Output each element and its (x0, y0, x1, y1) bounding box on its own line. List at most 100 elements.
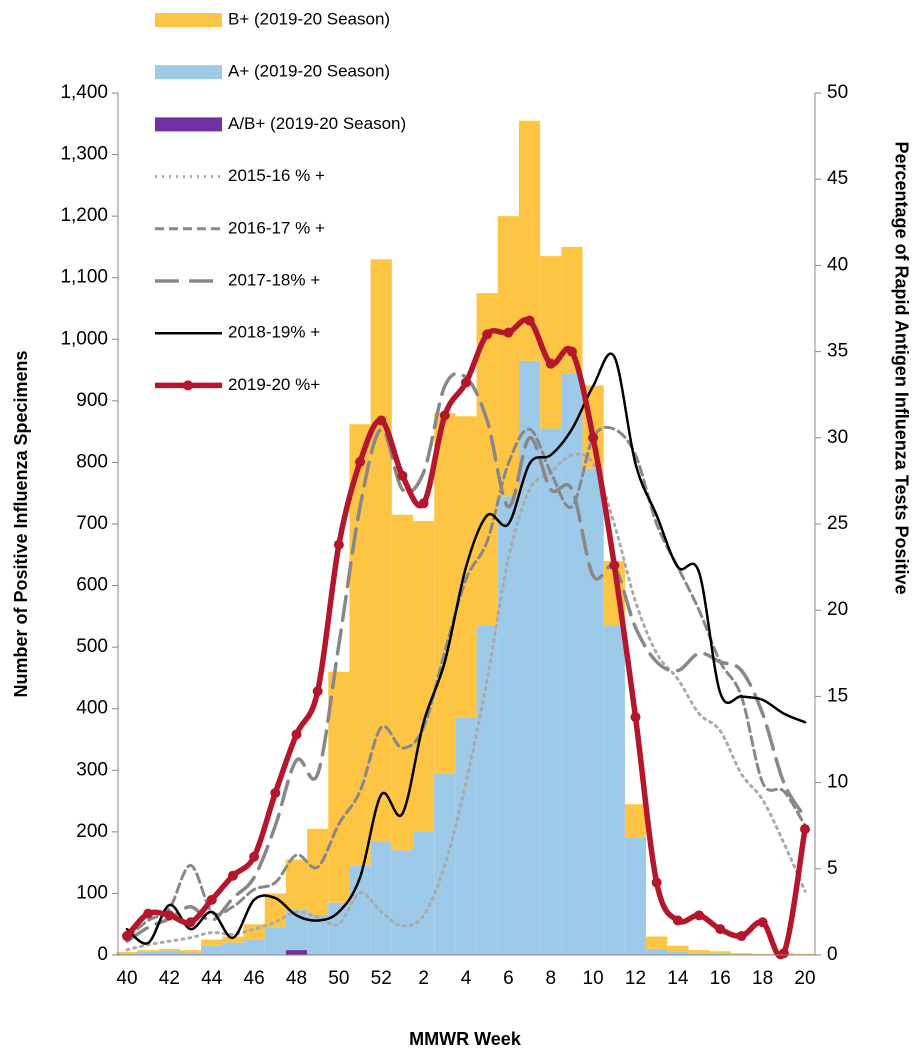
bar (667, 951, 689, 955)
marker (694, 910, 705, 921)
y2-tick-label: 20 (827, 599, 848, 620)
marker (609, 560, 620, 571)
marker (291, 729, 302, 740)
bar (688, 953, 710, 955)
bar (688, 950, 710, 954)
line (125, 452, 807, 952)
legend-label: A/B+ (2019-20 Season) (228, 114, 406, 133)
bar (137, 950, 159, 952)
marker (418, 498, 429, 509)
bar (158, 948, 180, 951)
marker (651, 877, 662, 888)
bar (709, 953, 731, 955)
bars (116, 120, 816, 956)
bar (328, 671, 350, 903)
y-tick-label: 800 (76, 451, 108, 472)
y2-axis-title: Percentage of Rapid Antigen Influenza Te… (891, 141, 911, 594)
bar (794, 953, 816, 955)
y-tick-label: 100 (76, 882, 108, 903)
y-tick-label: 700 (76, 513, 108, 534)
marker (503, 327, 514, 338)
y2-tick-label: 25 (827, 513, 848, 534)
bar (285, 859, 308, 911)
x-tick-label: 4 (461, 968, 472, 989)
bar (307, 828, 329, 915)
y-tick-label: 200 (76, 821, 108, 842)
bar (201, 939, 223, 946)
bar (307, 914, 329, 955)
bar (709, 951, 731, 954)
bar (370, 259, 392, 842)
x-tick-label: 40 (116, 968, 137, 989)
bar (391, 514, 414, 851)
x-tick-label: 8 (545, 968, 556, 989)
y-tick-label: 400 (76, 698, 108, 719)
bar (497, 216, 519, 497)
bar (413, 520, 435, 832)
legend-swatch (155, 13, 222, 27)
marker (715, 924, 726, 935)
legend-label: 2016-17 % + (228, 218, 325, 237)
marker (355, 456, 366, 467)
y2-tick-label: 40 (827, 254, 848, 275)
x-tick-label: 42 (159, 968, 180, 989)
bar (285, 950, 308, 955)
y2-tick-label: 10 (827, 772, 848, 793)
marker (461, 377, 471, 388)
bar (518, 120, 541, 361)
marker (122, 931, 132, 942)
x-tick-label: 16 (710, 968, 731, 989)
marker (630, 712, 641, 723)
y-tick-label: 900 (76, 390, 108, 411)
y2-tick-label: 35 (827, 341, 848, 362)
legend-swatch (155, 65, 222, 80)
bar (752, 953, 774, 955)
legend-marker (183, 380, 193, 391)
y2-tick-label: 0 (827, 944, 838, 965)
marker (778, 948, 789, 959)
marker (524, 315, 535, 326)
x-tick-label: 6 (503, 968, 514, 989)
marker (672, 915, 683, 926)
legend-label: B+ (2019-20 Season) (228, 9, 390, 28)
legend-swatch (155, 117, 222, 132)
marker (270, 787, 281, 798)
bar (518, 360, 541, 956)
x-tick-label: 18 (752, 968, 773, 989)
marker (249, 851, 260, 862)
bar (540, 428, 562, 955)
bar (413, 831, 435, 955)
marker (800, 824, 810, 835)
y-axis-title: Number of Positive Influenza Specimens (11, 350, 31, 697)
legend-label: A+ (2019-20 Season) (228, 62, 390, 81)
bar (137, 951, 159, 955)
bar (179, 952, 202, 955)
y-tick-label: 1,200 (60, 205, 108, 226)
x-tick-label: 44 (201, 968, 223, 989)
bar (561, 373, 583, 955)
line (125, 352, 807, 945)
marker (164, 910, 175, 921)
bar (540, 256, 562, 429)
bar (391, 850, 414, 955)
bar (222, 942, 244, 955)
y2-tick-label: 5 (827, 858, 838, 879)
bar (476, 293, 498, 626)
bar (646, 948, 668, 955)
marker (206, 894, 217, 905)
bar (646, 936, 668, 949)
y2-tick-label: 45 (827, 168, 848, 189)
line (125, 371, 807, 943)
marker (588, 432, 599, 443)
lines (122, 315, 810, 960)
bar (497, 496, 519, 955)
bar (561, 246, 583, 374)
x-tick-label: 50 (328, 968, 349, 989)
y-tick-label: 0 (97, 944, 108, 965)
marker (757, 917, 768, 928)
legend-label: 2018-19% + (228, 323, 320, 342)
marker (143, 908, 154, 919)
x-tick-label: 12 (625, 968, 646, 989)
marker (185, 917, 196, 928)
bar (667, 945, 689, 952)
